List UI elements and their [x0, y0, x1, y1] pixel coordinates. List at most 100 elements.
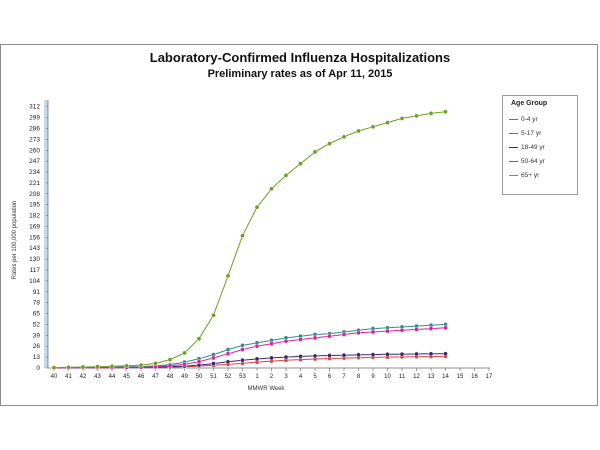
y-tick-label: 65 — [33, 311, 41, 318]
data-point — [153, 361, 158, 366]
legend-item: 5-17 yr — [509, 128, 575, 140]
data-point — [356, 128, 361, 134]
data-point — [254, 204, 260, 210]
data-point — [80, 364, 86, 370]
data-point — [298, 161, 303, 166]
y-tick-label: 156 — [29, 234, 40, 241]
data-point — [385, 352, 390, 357]
data-point — [269, 341, 274, 347]
legend-swatch — [509, 119, 518, 120]
legend-label: 5-17 yr — [521, 130, 542, 137]
legend-label: 50-64 yr — [521, 158, 545, 165]
y-tick-label: 130 — [29, 256, 40, 263]
y-tick-label: 39 — [33, 332, 41, 339]
data-point — [51, 365, 57, 370]
data-point — [167, 363, 173, 369]
data-point — [182, 361, 187, 367]
data-point — [414, 113, 419, 119]
x-tick-label: 45 — [123, 374, 130, 380]
data-point — [341, 134, 347, 140]
data-point — [211, 355, 216, 361]
legend-label: 65+ yr — [521, 172, 540, 179]
legend-swatch — [509, 133, 518, 134]
data-point — [240, 233, 245, 238]
data-point — [211, 312, 216, 318]
data-point — [225, 273, 231, 279]
data-point — [312, 353, 318, 359]
y-tick-label: 169 — [29, 223, 40, 230]
x-tick-label: 43 — [94, 374, 101, 380]
x-tick-label: 42 — [80, 374, 87, 380]
y-tick-label: 117 — [30, 267, 41, 274]
y-tick-label: 208 — [29, 191, 40, 198]
legend-swatch — [509, 175, 518, 176]
data-point — [414, 327, 419, 332]
data-point — [327, 141, 332, 146]
data-point — [269, 186, 274, 192]
data-point — [109, 364, 115, 369]
y-tick-label: 52 — [33, 321, 41, 328]
x-tick-label: 2 — [270, 374, 274, 380]
x-axis-label: MMWR Week — [248, 386, 286, 392]
y-tick-label: 247 — [29, 158, 40, 165]
legend-title: Age Group — [511, 100, 548, 107]
y-tick-label: 312 — [29, 104, 40, 111]
chart-frame — [0, 44, 598, 406]
data-point — [196, 336, 202, 341]
x-tick-group: 40 41 42 43 44 45 46 47 48 49 50 51 52 53 1 2 3 4 5 6 7 8 9 10 1… — [51, 368, 493, 380]
data-point — [327, 353, 332, 358]
data-point — [298, 337, 303, 342]
data-point — [240, 343, 245, 348]
series-line-65-yr — [53, 111, 446, 369]
data-point — [428, 351, 434, 357]
data-point — [399, 328, 405, 333]
data-point — [443, 109, 448, 115]
data-point — [370, 329, 376, 335]
y-tick-label: 299 — [29, 115, 40, 122]
data-point — [283, 354, 289, 360]
data-point — [399, 116, 405, 121]
x-tick-label: 49 — [181, 374, 188, 380]
data-point — [312, 335, 318, 341]
legend-item: 50-64 yr — [509, 156, 575, 168]
x-tick-label: 53 — [239, 374, 246, 380]
x-tick-label: 47 — [152, 374, 159, 380]
y-axis-label: Rates per 100,000 population — [12, 201, 18, 280]
x-tick-label: 48 — [167, 374, 174, 380]
data-point — [138, 362, 144, 368]
data-point — [167, 357, 173, 362]
data-point — [414, 351, 419, 357]
x-tick-label: 46 — [138, 374, 145, 380]
legend-swatch — [509, 161, 518, 162]
data-point — [66, 365, 71, 370]
legend-item: 65+ yr — [509, 170, 575, 182]
x-tick-label: 1 — [255, 374, 259, 380]
x-tick-label: 4 — [299, 374, 303, 380]
x-tick-label: 10 — [384, 374, 391, 380]
data-point — [356, 352, 361, 358]
data-point — [225, 347, 231, 352]
data-point — [327, 333, 332, 339]
data-point — [385, 120, 390, 125]
y-tick-label: 78 — [33, 300, 41, 307]
x-tick-label: 44 — [109, 374, 116, 380]
y-tick-label: 286 — [29, 125, 40, 132]
y-tick-label: 182 — [29, 213, 40, 220]
x-tick-label: 17 — [486, 374, 493, 380]
y-tick-label: 0 — [36, 365, 40, 372]
data-point — [443, 351, 448, 357]
data-point — [283, 338, 289, 344]
data-point — [269, 355, 274, 361]
y-tick-label: 260 — [29, 147, 40, 154]
x-tick-label: 6 — [328, 374, 332, 380]
x-tick-label: 8 — [357, 374, 361, 380]
data-point — [370, 124, 376, 130]
data-point — [298, 354, 303, 359]
y-tick-label: 143 — [29, 245, 40, 252]
x-tick-label: 7 — [342, 374, 346, 380]
data-point — [254, 356, 260, 362]
x-tick-label: 14 — [442, 374, 449, 380]
x-tick-label: 51 — [210, 374, 217, 380]
y-scrollbar-strip — [44, 100, 48, 368]
